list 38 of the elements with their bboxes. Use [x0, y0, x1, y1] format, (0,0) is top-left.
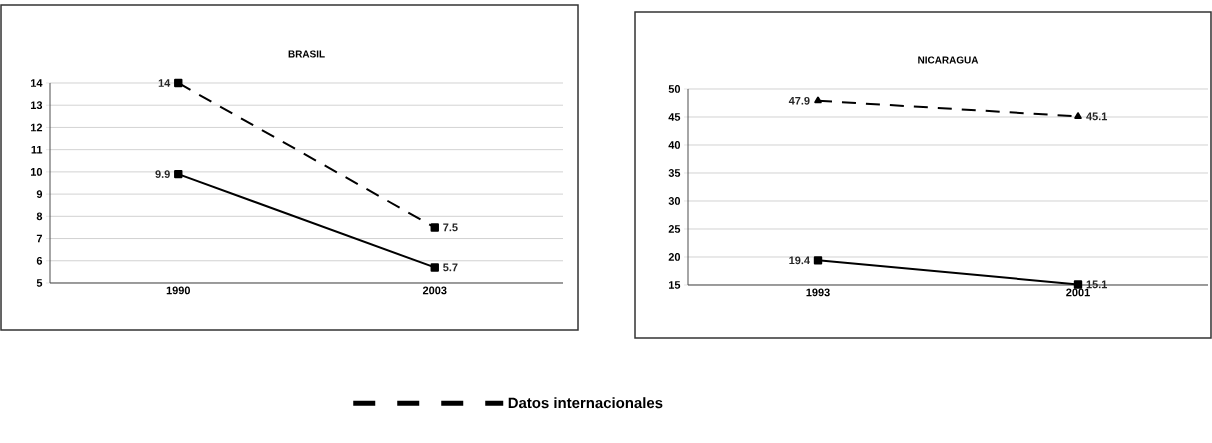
y-tick-label: 40 — [668, 141, 681, 149]
chart-title: BRASIL — [288, 50, 325, 58]
y-tick-label: 35 — [668, 169, 681, 177]
x-tick-label: 2001 — [1066, 288, 1090, 297]
chart-title: NICARAGUA — [918, 56, 979, 64]
point — [813, 256, 823, 265]
y-tick-label: 6 — [36, 256, 43, 265]
x-tick-label: 1990 — [166, 286, 190, 295]
y-tick-label: 25 — [668, 225, 681, 233]
data-label: 45.1 — [1086, 112, 1108, 121]
y-tick-label: 45 — [668, 113, 681, 121]
y-tick-label: 7 — [36, 234, 43, 243]
y-tick-label: 20 — [668, 253, 681, 261]
y-tick-label: 5 — [36, 279, 43, 287]
data-label: 9.9 — [155, 170, 170, 178]
point — [174, 169, 183, 179]
y-tick-label: 11 — [31, 145, 43, 154]
y-tick-label: 10 — [30, 168, 43, 176]
text: Datos internacionales — [508, 397, 663, 409]
data-label: 15.1 — [1086, 280, 1108, 289]
y-tick-label: 8 — [36, 212, 43, 221]
y-tick-label: 9 — [36, 190, 43, 198]
data-label: 19.4 — [789, 256, 810, 265]
x-tick-label: 2003 — [422, 286, 447, 295]
y-tick-label: 15 — [668, 281, 681, 289]
y-tick-label: 50 — [668, 85, 681, 93]
y-tick-label: 14 — [30, 79, 43, 87]
data-label: 5.7 — [443, 263, 458, 272]
data-label: 47.9 — [788, 96, 810, 105]
y-tick-label: 12 — [30, 123, 43, 132]
point — [430, 223, 439, 232]
point — [174, 78, 183, 88]
point — [430, 263, 439, 272]
data-label: 14 — [158, 79, 171, 87]
x-tick-label: 1993 — [806, 288, 830, 297]
data-label: 7.5 — [443, 223, 458, 232]
y-tick-label: 30 — [668, 197, 681, 205]
y-tick-label: 13 — [30, 101, 43, 110]
